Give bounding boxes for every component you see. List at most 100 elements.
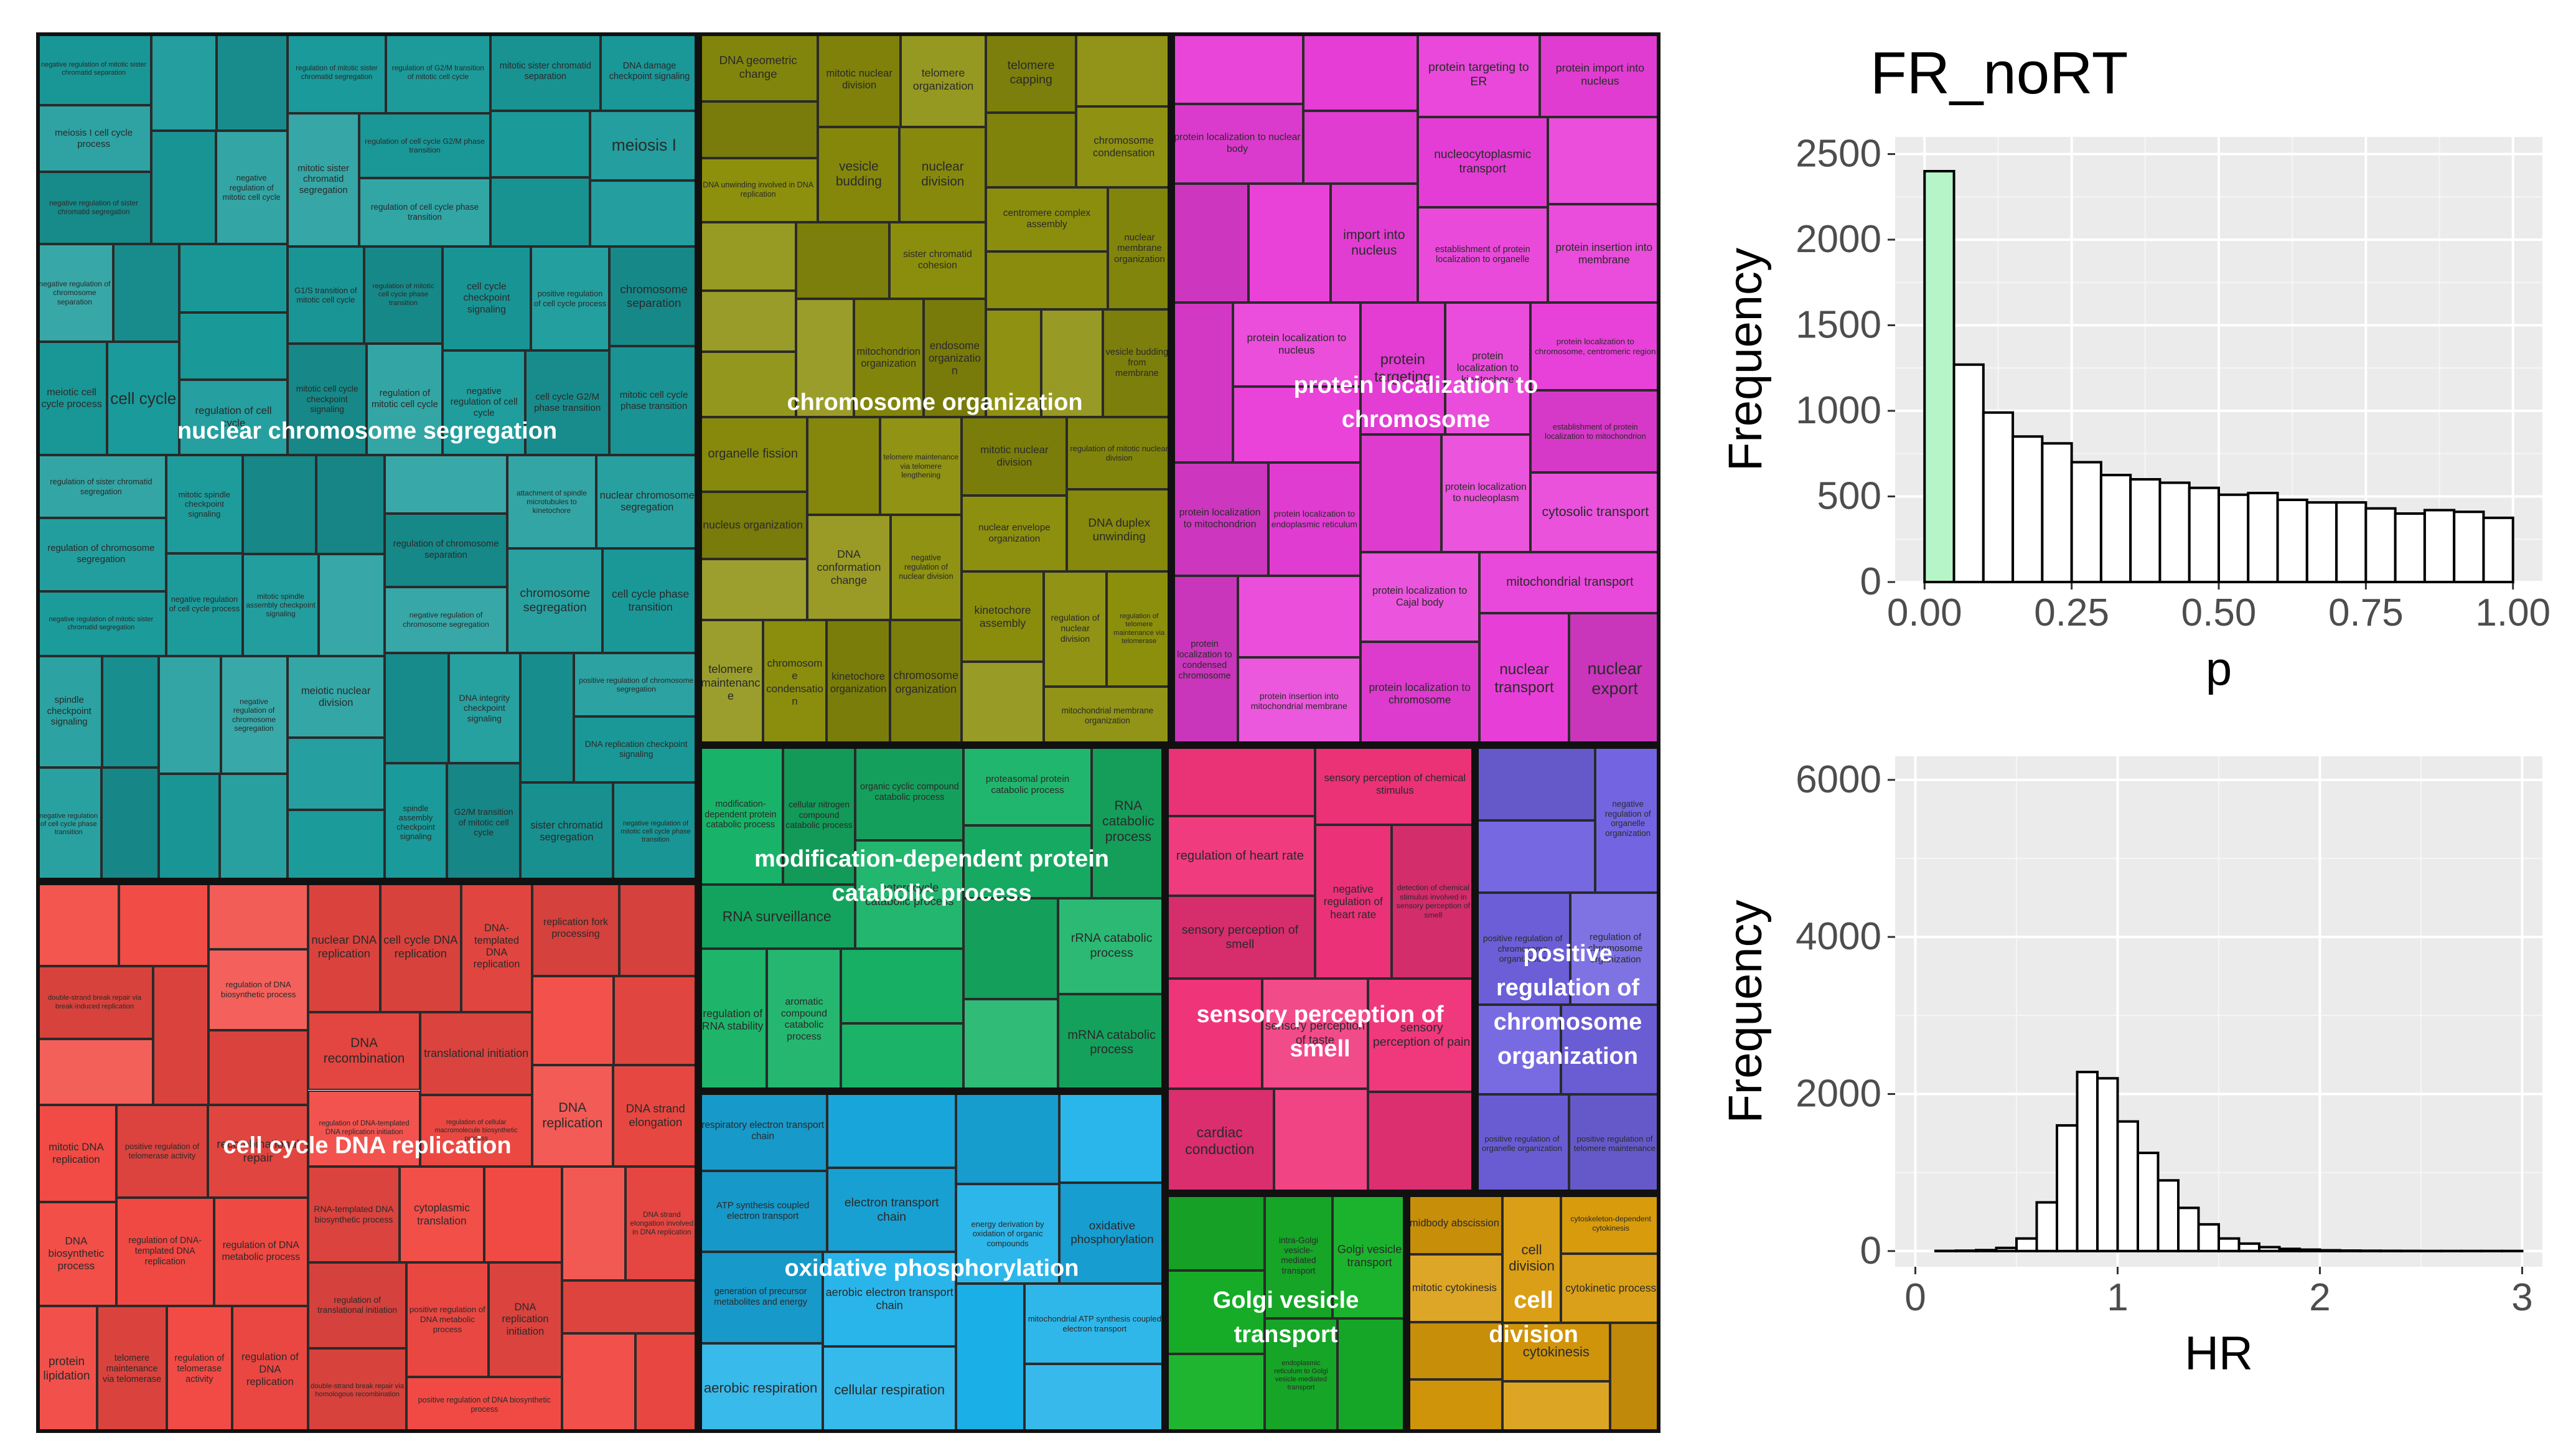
treemap-group-label: sensory perception of smell [1196, 1001, 1444, 1062]
treemap-tile: respiratory electron transport chain [698, 1091, 828, 1171]
y-axis-title: Frequency [1719, 899, 1772, 1123]
histogram-bar [2177, 1206, 2200, 1252]
treemap-tile-label: regulation of DNA-templated DNA replicat… [128, 1236, 202, 1267]
treemap-tile: G2/M transition of mitotic cell cycle [447, 763, 521, 881]
treemap-tile: spindle assembly checkpoint signaling [384, 763, 447, 881]
treemap-tile-label: respiratory electron transport chain [701, 1119, 824, 1142]
treemap-tile-label: protein localization to chromosome [1369, 680, 1471, 707]
treemap-tile-label: meiosis I [611, 136, 677, 155]
x-tick-label: 1.00 [2475, 591, 2550, 634]
histogram-bar [2129, 478, 2161, 583]
treemap-tile: negative regulation of mitotic sister ch… [36, 32, 152, 106]
treemap-tile-label: ATP synthesis coupled electron transport [716, 1200, 810, 1221]
treemap-tile-label: regulation of sister chromatid segregati… [50, 477, 152, 496]
treemap-tile: cardiac conduction [1165, 1088, 1275, 1193]
treemap-tile: chromosome condensation [762, 620, 827, 745]
histogram-bar [1923, 170, 1955, 583]
treemap-tile-label: cell cycle [110, 388, 177, 408]
treemap-tile: regulation of cell cycle [179, 379, 288, 456]
treemap-tile: regulation of mitotic cell cycle [367, 344, 443, 456]
treemap-tile-label: negative regulation of chromosome segreg… [232, 697, 276, 733]
treemap-tile-unlabeled [1303, 110, 1418, 184]
treemap-tile-unlabeled [319, 553, 385, 656]
treemap-tile-label: negative regulation of chromosome separa… [39, 279, 111, 306]
treemap-tile: nuclear division [899, 127, 986, 222]
treemap-tile-label: protein localization to kinetochore [1456, 350, 1519, 386]
treemap-tile: cytoskeleton-dependent cytokinesis [1561, 1193, 1660, 1254]
treemap-tile: mitotic nuclear division [962, 417, 1067, 496]
y-tick-label: 0 [1860, 560, 1881, 603]
treemap-tile-unlabeled [1165, 1354, 1265, 1433]
treemap-group-label: Golgi vesicle transport [1212, 1287, 1359, 1348]
treemap-tile: negative regulation of mitotic sister ch… [36, 591, 166, 656]
treemap-tile: energy derivation by oxidation of organi… [956, 1183, 1059, 1284]
x-axis-title: HR [2185, 1327, 2253, 1380]
treemap-tile: protein localization to mitochondrion [1171, 462, 1268, 576]
treemap-tile: negative regulation of nuclear division [890, 515, 962, 621]
histogram-bar [2015, 1237, 2038, 1252]
histogram-p: 0.00 0.25 0.50 0.75 1.00 0 500 1000 1500 2000 2500… [1719, 40, 2550, 695]
treemap-tile: nuclear DNA replication [307, 881, 380, 1013]
treemap-tile: oxidative phosphorylation [1059, 1182, 1165, 1284]
treemap-tile: intra-Golgi vesicle-mediated transport [1264, 1193, 1333, 1318]
histogram-bar [2076, 1071, 2099, 1252]
treemap-tile-unlabeled [216, 32, 288, 131]
treemap-tile: protein localization to Cajal body [1360, 552, 1479, 642]
treemap-tile-label: double-strand break repair via break-ind… [47, 994, 141, 1010]
histogram-bar [2157, 1179, 2180, 1252]
treemap-tile: positive regulation of chromosome segreg… [574, 652, 698, 717]
histogram-bar [2482, 516, 2514, 583]
treemap-tile-label: intra-Golgi vesicle-mediated transport [1278, 1236, 1318, 1275]
x-tick-label: 0.75 [2328, 591, 2404, 634]
treemap-tile-unlabeled [484, 1166, 563, 1262]
treemap-tile-label: regulation of DNA metabolic process [222, 1240, 301, 1262]
treemap-tile-label: negative regulation of cell cycle phase … [39, 812, 98, 837]
treemap-tile-label: protein insertion into mitochondrial mem… [1250, 690, 1347, 712]
histogram-bar [2278, 1247, 2301, 1252]
treemap-tile: negative regulation of mitotic cell cycl… [612, 782, 698, 881]
treemap-tile-label: protein localization to nuclear body [1174, 132, 1301, 154]
treemap-tile-unlabeled [1238, 575, 1361, 657]
treemap-tile-unlabeled [36, 1039, 153, 1105]
treemap-tile-unlabeled [986, 113, 1077, 188]
treemap-tile-unlabeled [219, 774, 288, 881]
treemap-tile-label: rRNA catabolic process [1070, 931, 1153, 960]
treemap-tile-label: nucleocytoplasmic transport [1434, 148, 1532, 176]
histogram-bar [2305, 501, 2338, 583]
treemap-tile: replication fork processing [532, 881, 619, 976]
treemap-tile-label: nuclear DNA replication [311, 933, 377, 960]
treemap-tile-unlabeled [152, 965, 209, 1105]
treemap-tile-unlabeled [562, 1333, 636, 1433]
treemap-tile: regulation of telomere maintenance via t… [1107, 571, 1171, 687]
treemap-tile: DNA integrity checkpoint signaling [448, 652, 521, 764]
x-axis-title: p [2206, 642, 2232, 695]
treemap-tile-label: protein targeting to ER [1428, 60, 1529, 89]
treemap-tile: positive regulation of DNA biosynthetic … [406, 1376, 563, 1433]
treemap-tile: Golgi vesicle transport [1332, 1193, 1407, 1318]
treemap-tile-label: negative regulation of chromosome segreg… [403, 611, 489, 629]
y-tick-label: 2000 [1796, 218, 1881, 261]
treemap-tile: negative regulation of cell cycle phase … [36, 768, 101, 881]
treemap-tile-label: DNA damage checkpoint signaling [609, 61, 690, 82]
treemap-tile-label: regulation of telomere maintenance via t… [1113, 612, 1165, 645]
treemap-tile-label: mitotic nuclear division [980, 444, 1049, 469]
treemap-group-label: positive regulation of chromosome organi… [1493, 940, 1642, 1069]
treemap-tile-unlabeled [1059, 1091, 1165, 1183]
treemap-tile: cytokinesis [1502, 1322, 1610, 1381]
histogram-bar [2218, 1237, 2241, 1252]
treemap-tile-label: G1/S transition of mitotic cell cycle [294, 285, 357, 305]
treemap-tile-label: negative regulation of mitotic sister ch… [49, 616, 154, 631]
treemap-tile-unlabeled [1475, 1005, 1561, 1094]
treemap-tile: rRNA catabolic process [1058, 898, 1165, 995]
treemap-tile-label: sensory perception of smell [1181, 923, 1299, 951]
treemap-tile: sensory perception of chemical stimulus [1314, 745, 1475, 825]
treemap-tile: mitotic sister chromatid separation [490, 32, 601, 111]
treemap-tile-unlabeled [614, 975, 698, 1066]
histogram-bar [2197, 1223, 2220, 1252]
treemap-tile: negative regulation of cell cycle proces… [166, 553, 243, 656]
treemap-tile: nuclear envelope organization [962, 496, 1067, 572]
treemap-tile: cytokinetic process [1561, 1254, 1660, 1323]
treemap-tile: vesicle budding [818, 127, 900, 222]
treemap-tile-label: DNA conformation change [817, 548, 881, 587]
treemap-tile-unlabeled [698, 291, 797, 352]
